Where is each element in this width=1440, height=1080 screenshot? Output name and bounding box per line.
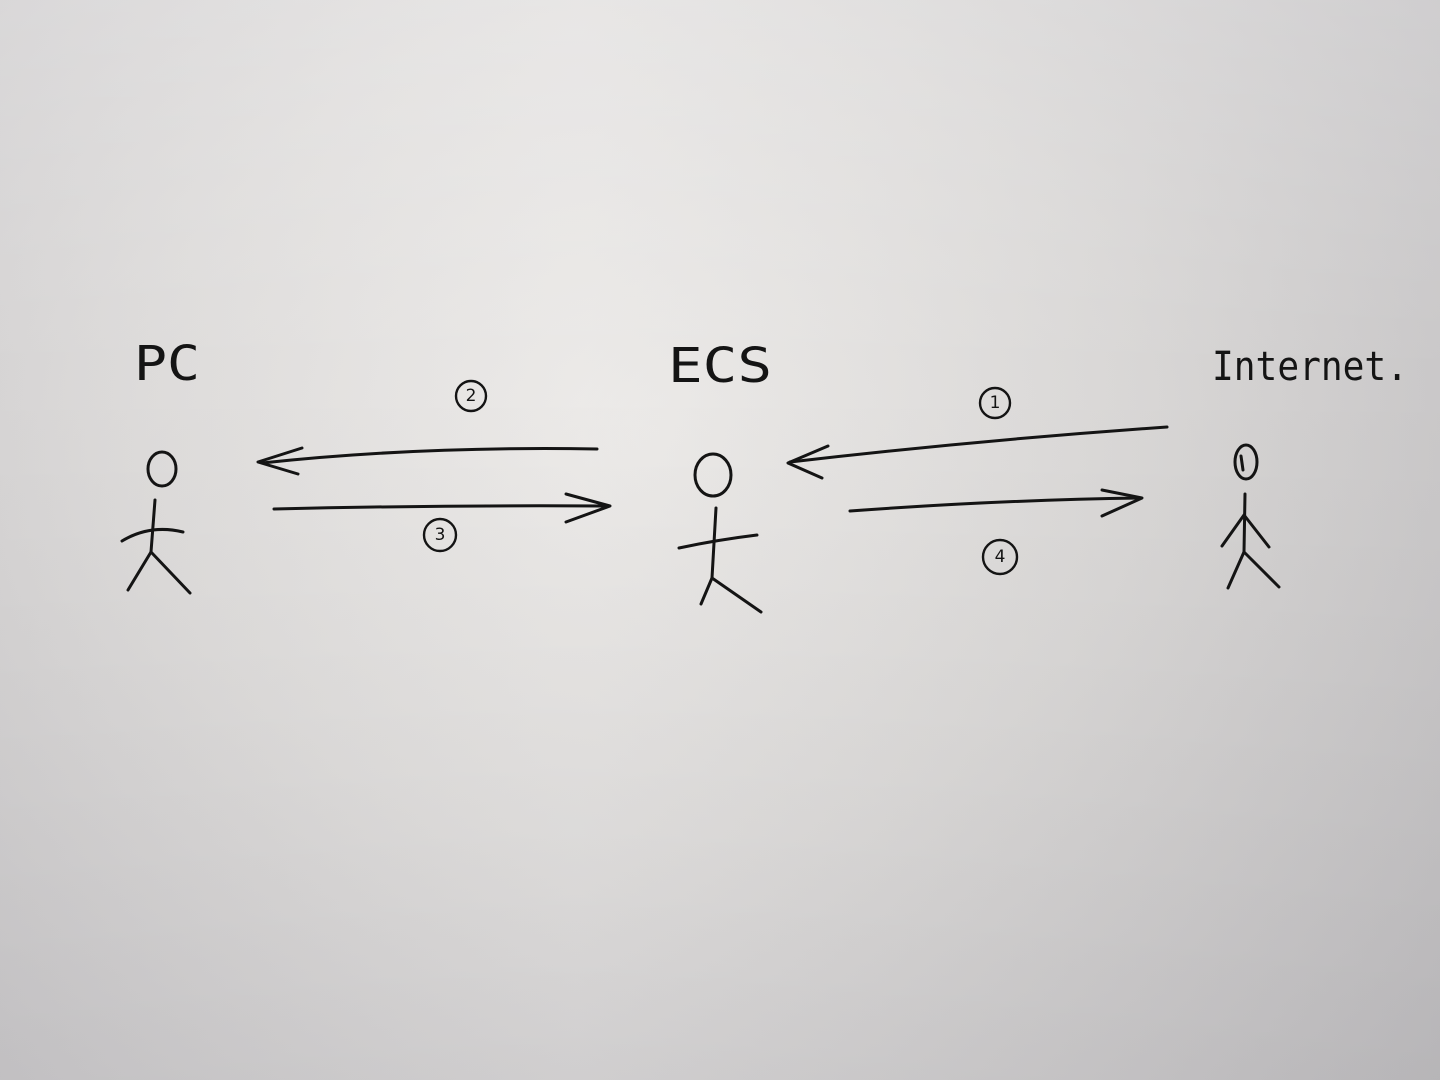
arrow-step-4: 4 [848,488,1144,576]
arrow-step-3-head [564,492,612,524]
arrow-step-3: 3 [272,492,612,553]
node-label-ecs: ECS [668,338,772,394]
actor-pc [120,450,192,595]
actor-ecs [677,452,763,614]
actor-pc-head [146,450,178,488]
actor-internet-right-leg [1242,550,1281,589]
node-label-pc: PC [134,336,200,392]
actor-pc-body [149,498,157,554]
arrow-step-1: 1 [786,386,1169,480]
step-2-circle [454,379,488,413]
actor-pc-right-leg [149,550,192,595]
actor-internet-arms [1220,513,1271,549]
arrow-step-1-head [786,444,830,480]
actor-internet [1220,443,1281,590]
actor-internet-head [1233,443,1259,481]
actor-pc-left-leg [126,550,153,592]
actor-ecs-arms [677,533,759,550]
actor-pc-arms [120,527,185,543]
arrow-step-4-line [848,496,1142,513]
step-1-number: 1 [990,393,1001,413]
step-4-circle [981,538,1019,576]
step-4-number: 4 [995,547,1006,567]
step-3-number: 3 [435,525,446,545]
step-1-circle [978,386,1012,420]
node-label-internet: Internet. [1212,344,1408,390]
arrow-step-2: 2 [256,379,599,476]
arrow-step-1-line [788,425,1169,464]
step-2-number: 2 [466,386,477,406]
actor-internet-head-mark [1239,454,1245,472]
arrow-step-2-line [260,447,599,465]
actor-internet-body [1242,492,1247,554]
actor-ecs-left-leg [699,576,714,606]
arrow-step-3-line [272,504,608,511]
arrow-step-2-head [256,446,304,476]
actor-internet-left-leg [1226,550,1246,590]
actor-ecs-right-leg [710,576,763,614]
actor-ecs-body [710,506,718,580]
actor-ecs-head [693,452,733,498]
step-3-circle [422,517,458,553]
arrow-step-4-head [1100,488,1144,518]
